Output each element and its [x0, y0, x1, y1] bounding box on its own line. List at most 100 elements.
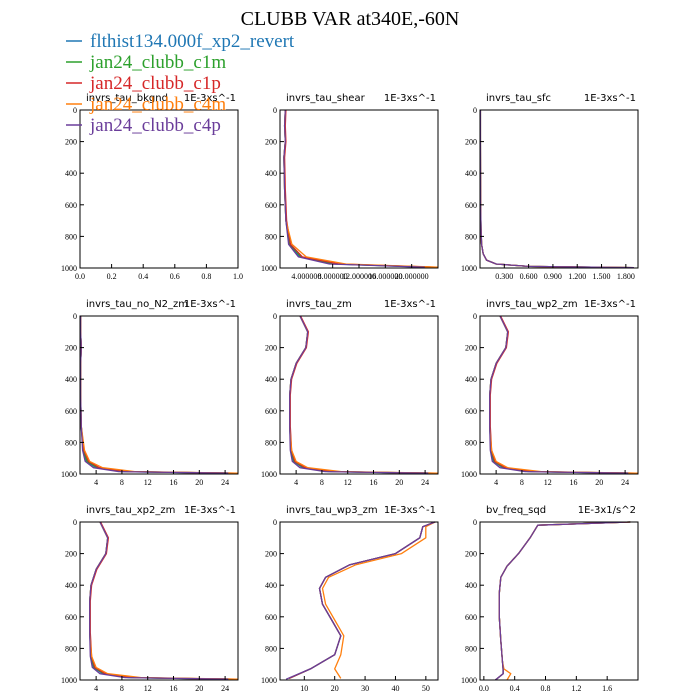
y-tick-label: 200 — [265, 344, 277, 353]
series-line-3 — [489, 315, 635, 474]
series-line-3 — [283, 109, 435, 268]
x-tick-label: 4 — [494, 478, 498, 487]
series-line-2 — [494, 521, 631, 681]
y-tick-label: 600 — [465, 201, 477, 210]
y-tick-label: 0 — [473, 106, 477, 115]
y-tick-label: 600 — [465, 407, 477, 416]
y-tick-label: 800 — [465, 232, 477, 241]
panel-units: 1E-3xs^-1 — [384, 299, 436, 310]
series-line-2 — [79, 316, 232, 474]
x-tick-label: 12 — [144, 478, 152, 487]
legend-label: jan24_clubb_c4p — [89, 115, 221, 136]
x-tick-label: 0.4 — [138, 272, 148, 281]
y-tick-label: 600 — [65, 201, 77, 210]
series-line-3 — [89, 521, 235, 680]
series-line-5 — [283, 109, 425, 268]
x-tick-label: 8 — [120, 478, 124, 487]
x-tick-label: 12 — [144, 684, 152, 693]
x-tick-label: 1.0 — [233, 272, 243, 281]
series-line-1 — [289, 315, 432, 474]
y-tick-label: 400 — [465, 169, 477, 178]
y-tick-label: 600 — [265, 201, 277, 210]
panel-units: 1E-3xs^-1 — [384, 93, 436, 104]
x-tick-label: 1.500 — [593, 272, 611, 281]
x-tick-label: 20 — [395, 478, 403, 487]
panel-units: 1E-3xs^-1 — [184, 299, 236, 310]
x-tick-label: 20 — [331, 684, 339, 693]
y-tick-label: 1000 — [461, 676, 477, 685]
x-tick-label: 0.8 — [541, 684, 551, 693]
x-tick-label: 0.6 — [170, 272, 180, 281]
panel-6: invrs_tau_wp2_zm 1E-3xs^-1 0 200 400 600 800 10… — [461, 299, 639, 487]
plot-frame — [79, 521, 239, 681]
x-tick-label: 0.0 — [75, 272, 85, 281]
x-tick-label: 1.2 — [571, 684, 581, 693]
x-tick-label: 12 — [344, 478, 352, 487]
series-line-5 — [494, 521, 631, 681]
x-tick-label: 8 — [120, 684, 124, 693]
panel-9: bv_freq_sqd 1E-3x1/s^2020040060080010000.… — [461, 505, 639, 693]
y-tick-label: 800 — [465, 438, 477, 447]
x-tick-label: 4 — [294, 478, 298, 487]
series-line-3 — [79, 316, 235, 474]
y-tick-label: 0 — [473, 312, 477, 321]
y-tick-label: 400 — [65, 581, 77, 590]
y-tick-label: 1000 — [261, 676, 277, 685]
x-tick-label: 0.0 — [479, 684, 489, 693]
series-line-1 — [89, 521, 232, 680]
x-tick-label: 0.2 — [107, 272, 117, 281]
series-line-5 — [79, 316, 229, 474]
series-line-2 — [479, 110, 634, 269]
series-line-4 — [289, 315, 439, 474]
x-tick-label: 0.4 — [510, 684, 520, 693]
series-line-2 — [89, 521, 232, 680]
y-tick-label: 1000 — [61, 676, 77, 685]
y-tick-label: 200 — [465, 550, 477, 559]
x-tick-label: 10 — [300, 684, 308, 693]
panel-title: invrs_tau_bkgnd — [86, 93, 168, 104]
x-tick-label: 4.000000 — [291, 272, 321, 281]
legend: flthist134.000f_xp2_revert jan24_clubb_c1… — [66, 31, 295, 136]
x-tick-label: 24 — [621, 478, 629, 487]
x-tick-label: 8 — [320, 478, 324, 487]
y-tick-label: 800 — [65, 644, 77, 653]
panel-7: invrs_tau_xp2_zm 1E-3xs^-1 0 200 400 600 800 10… — [61, 505, 239, 693]
series-line-3 — [494, 521, 631, 681]
y-tick-label: 800 — [65, 438, 77, 447]
series-line-5 — [89, 521, 229, 680]
x-tick-label: 20 — [595, 478, 603, 487]
x-tick-label: 24 — [221, 478, 229, 487]
plot-frame — [479, 109, 639, 269]
series-line-1 — [283, 109, 432, 268]
y-tick-label: 800 — [465, 644, 477, 653]
series-line-2 — [289, 315, 432, 474]
x-tick-label: 16 — [370, 478, 378, 487]
x-tick-label: 0.900 — [544, 272, 562, 281]
panel-title: invrs_tau_wp3_zm — [286, 505, 378, 516]
panel-units: 1E-3xs^-1 — [584, 299, 636, 310]
x-tick-label: 16 — [170, 684, 178, 693]
y-tick-label: 600 — [265, 613, 277, 622]
x-tick-label: 20.000000 — [395, 272, 429, 281]
x-tick-label: 4 — [94, 478, 98, 487]
y-tick-label: 400 — [65, 375, 77, 384]
series-line-2 — [283, 109, 432, 268]
x-tick-label: 0.600 — [520, 272, 538, 281]
series-line-4 — [489, 315, 639, 474]
legend-label: flthist134.000f_xp2_revert — [90, 31, 295, 52]
panel-title: invrs_tau_zm — [286, 299, 352, 310]
panel-units: 1E-3x1/s^2 — [578, 505, 636, 516]
y-tick-label: 400 — [65, 169, 77, 178]
legend-label: jan24_clubb_c1p — [89, 73, 221, 94]
series-line-5 — [289, 315, 429, 474]
panel-1: invrs_tau_bkgnd 1E-3xs^-1 0 200 400 600 800 100… — [61, 93, 243, 281]
legend-label: jan24_clubb_c4m — [89, 94, 226, 115]
y-tick-label: 1000 — [261, 470, 277, 479]
y-tick-label: 1000 — [61, 470, 77, 479]
plot-frame — [279, 521, 439, 681]
y-tick-label: 600 — [65, 613, 77, 622]
y-tick-label: 600 — [265, 407, 277, 416]
panel-title: invrs_tau_xp2_zm — [86, 505, 175, 516]
x-tick-label: 12 — [544, 478, 552, 487]
